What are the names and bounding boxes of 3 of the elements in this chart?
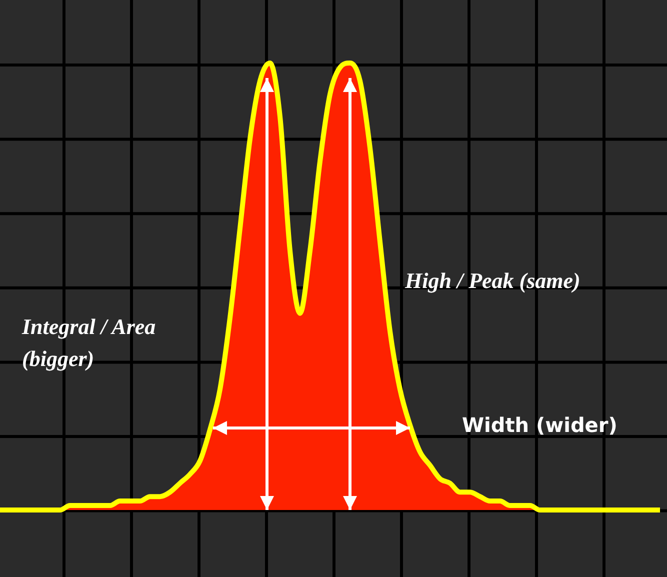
annotation: High / Peak (same) (405, 268, 580, 294)
annotation: Integral / Area (bigger) (22, 313, 157, 373)
annotation: Width (wider) (462, 413, 618, 437)
